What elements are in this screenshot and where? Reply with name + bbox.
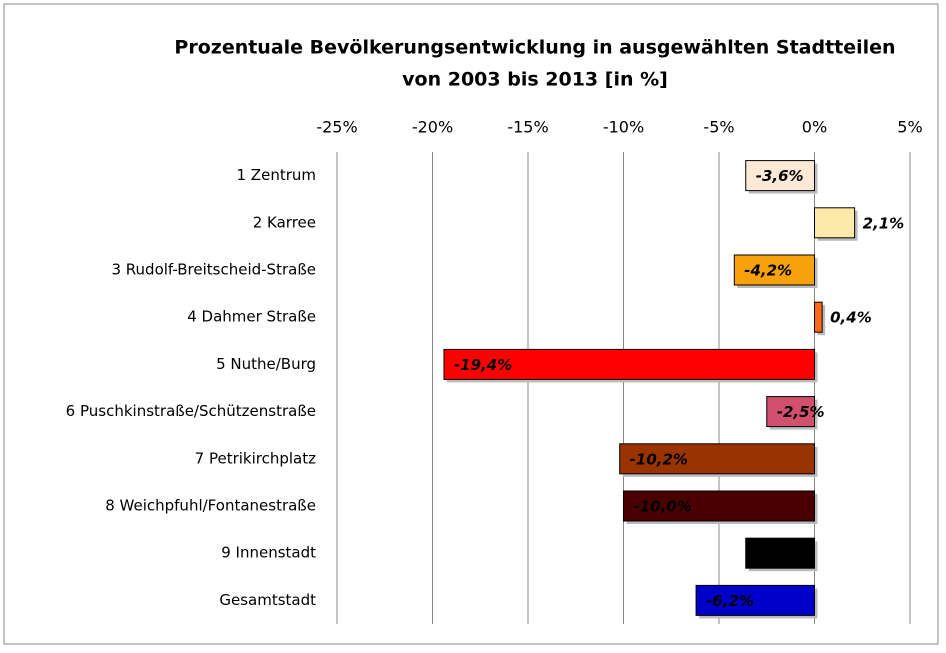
x-tick-label: 5%: [897, 118, 922, 137]
chart-title: Prozentuale Bevölkerungsentwicklung in a…: [174, 37, 895, 59]
x-tick-label: 0%: [802, 118, 827, 137]
value-label: -2,5%: [777, 403, 825, 421]
bar: [745, 537, 815, 569]
y-tick-label: Gesamtstadt: [219, 591, 316, 609]
y-tick-label: 3 Rudolf-Breitscheid-Straße: [111, 261, 316, 279]
bar: [695, 584, 816, 616]
value-label: -10,0%: [634, 498, 692, 516]
y-tick-label: 9 Innenstadt: [221, 544, 316, 562]
y-tick-label: 6 Puschkinstraße/Schützenstraße: [66, 402, 316, 420]
y-tick-label: 1 Zentrum: [237, 166, 317, 184]
bar: [619, 443, 815, 475]
y-tick-label: 5 Nuthe/Burg: [216, 355, 316, 373]
value-label: -19,4%: [454, 356, 512, 374]
bar: [745, 160, 815, 192]
bar: [443, 348, 815, 380]
bar: [814, 207, 856, 239]
x-tick-label: -15%: [507, 118, 548, 137]
value-label: 2,1%: [863, 214, 905, 232]
value-label: -10,2%: [630, 450, 688, 468]
value-label: -4,2%: [744, 262, 792, 280]
value-label: 0,4%: [830, 309, 872, 327]
x-tick-label: -10%: [603, 118, 644, 137]
y-tick-label: 8 Weichpfuhl/Fontanestraße: [105, 497, 316, 515]
x-tick-label: -25%: [316, 118, 357, 137]
x-tick-label: -20%: [412, 118, 453, 137]
y-tick-label: 2 Karree: [253, 213, 316, 231]
bar: [814, 301, 823, 333]
value-label: -3,6%: [756, 545, 804, 563]
value-label: -6,2%: [706, 592, 754, 610]
y-tick-label: 4 Dahmer Straße: [187, 308, 316, 326]
bar: [766, 396, 815, 428]
bar: [623, 490, 815, 522]
chart-border: [3, 3, 939, 645]
x-tick-label: -5%: [703, 118, 734, 137]
chart-title: von 2003 bis 2013 [in %]: [402, 69, 668, 91]
value-label: -3,6%: [756, 167, 804, 185]
y-tick-label: 7 Petrikirchplatz: [195, 449, 316, 467]
bar: [733, 254, 816, 286]
